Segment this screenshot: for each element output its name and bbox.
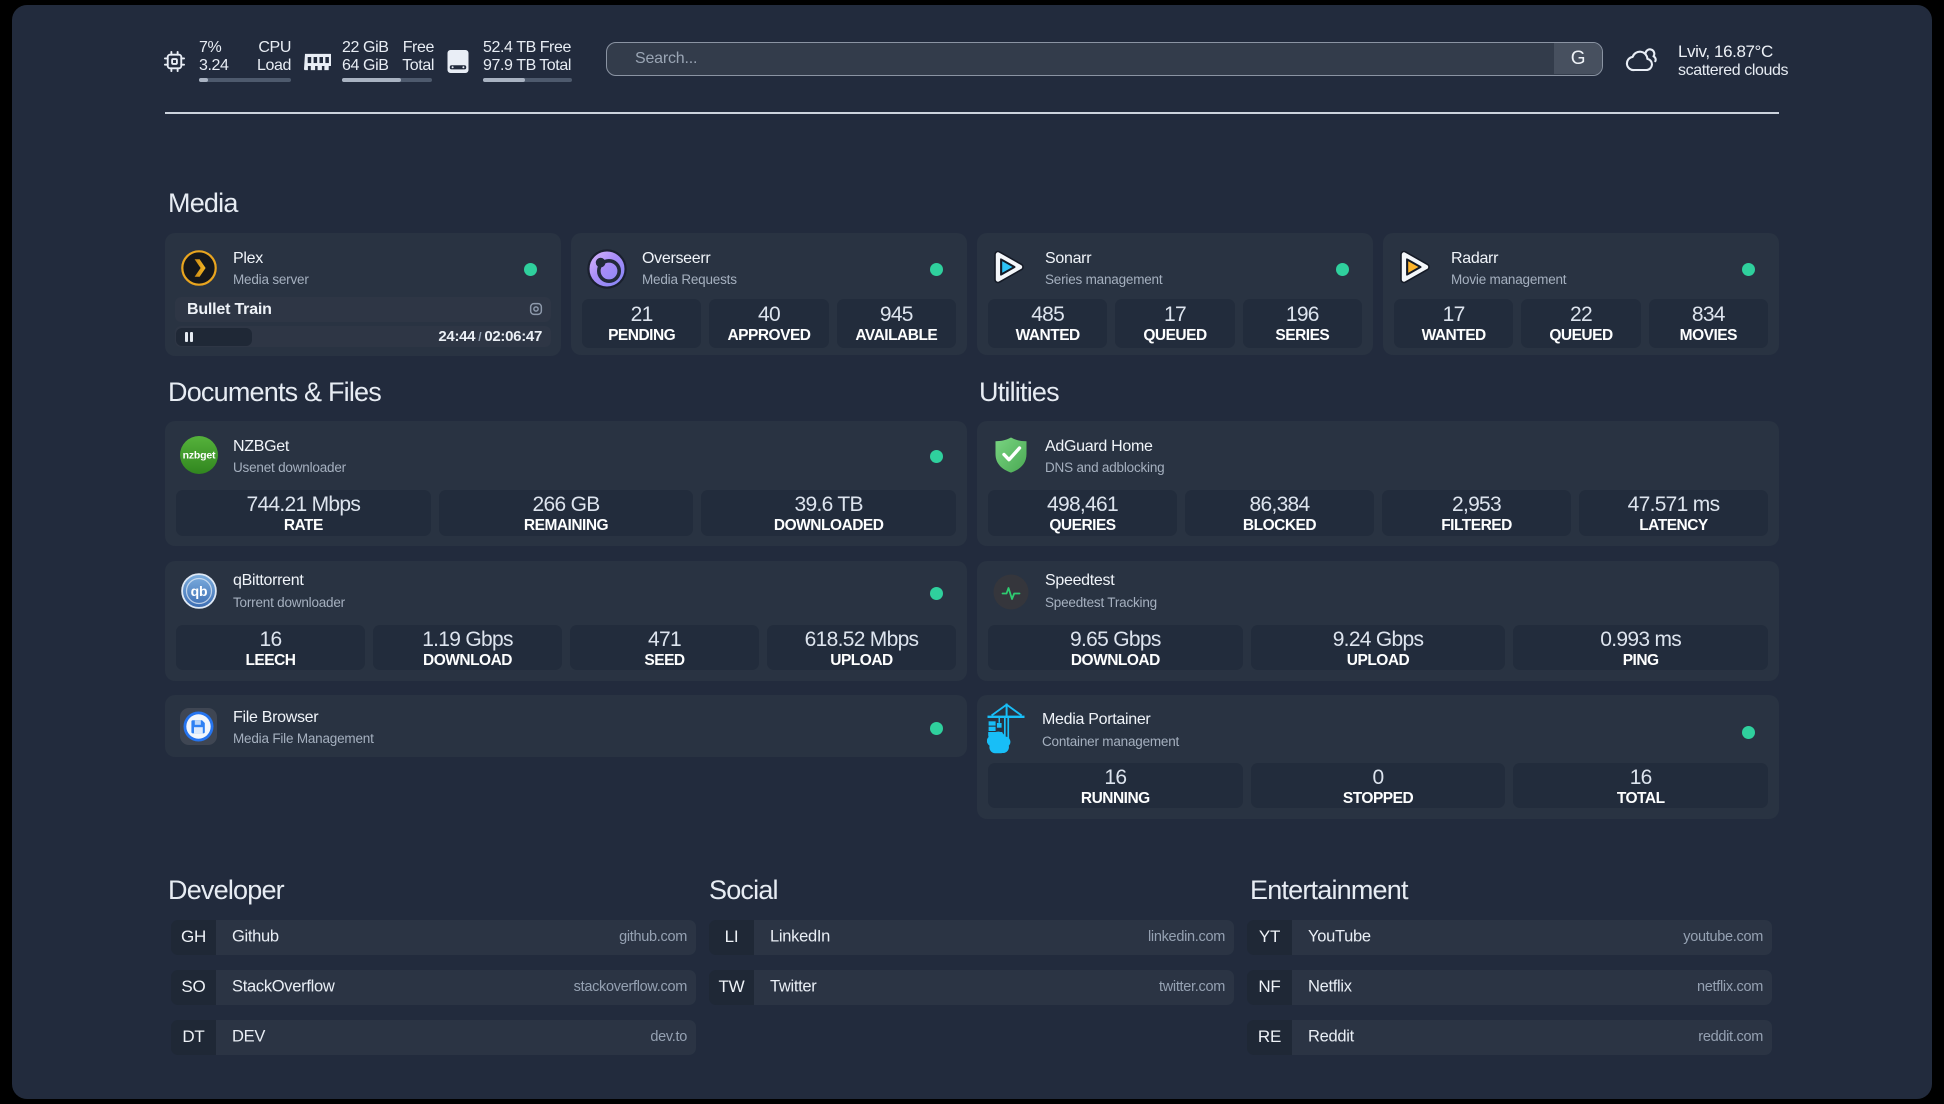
svg-text:nzbget: nzbget — [183, 450, 216, 462]
svg-text:qb: qb — [191, 583, 208, 599]
